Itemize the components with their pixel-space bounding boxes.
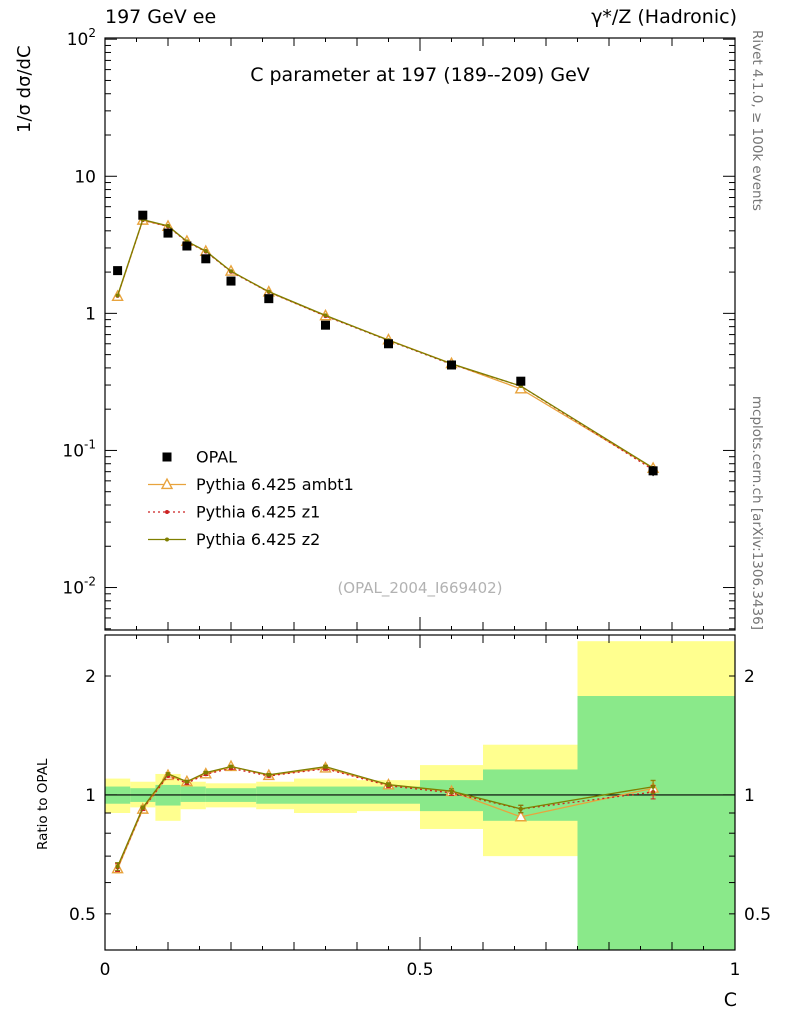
tick-label: 1 (744, 786, 755, 806)
axis-ticks (104, 38, 736, 950)
tick-label: 1 (730, 960, 741, 980)
tick-label: 10-2 (62, 575, 96, 599)
ratio-pythia-6-425-z2 (115, 764, 656, 871)
y-axis-label-ratio: Ratio to OPAL (35, 758, 51, 850)
tick-label: 0.5 (69, 905, 96, 925)
main-series (111, 210, 660, 477)
ratio-uncertainty-bands (105, 641, 735, 950)
chart-layer: 102 10 1 10-1 10-2 2 2 1 1 0.5 0.5 0 0.5 1 OPAL Pythia … (62, 26, 771, 980)
analysis-watermark: (OPAL_2004_I669402) (337, 579, 502, 598)
legend-label: Pythia 6.425 z2 (196, 530, 320, 549)
beam-header: 197 GeV ee (105, 6, 216, 28)
tick-label: 2 (85, 667, 96, 687)
mcplots-attribution: mcplots.cern.ch [arXiv:1306.3436] (749, 396, 765, 630)
legend-label: Pythia 6.425 ambt1 (196, 475, 354, 494)
y-axis-label-main: 1/σ dσ/dC (14, 45, 35, 133)
tick-label: 0 (100, 960, 111, 980)
plot-title: C parameter at 197 (189--209) GeV (250, 64, 590, 86)
tick-label: 0.5 (744, 905, 771, 925)
tick-label: 1 (85, 786, 96, 806)
reference-series-opal (113, 210, 658, 477)
legend: OPAL Pythia 6.425 ambt1 Pythia 6.425 z1 Pyt… (148, 448, 354, 549)
x-axis-label: C (724, 989, 737, 1011)
legend-label: OPAL (196, 448, 237, 467)
axis-tick-labels: 102 10 1 10-1 10-2 2 2 1 1 0.5 0.5 0 0.5 1 (62, 26, 771, 980)
tick-label: 0.5 (406, 960, 433, 980)
tick-label: 102 (67, 26, 96, 50)
tick-label: 10-1 (62, 437, 96, 461)
rivet-version-note: Rivet 4.1.0, ≥ 100k events (749, 30, 765, 211)
tick-label: 2 (744, 667, 755, 687)
legend-label: Pythia 6.425 z1 (196, 503, 320, 522)
ratio-series (111, 759, 660, 874)
process-header: γ*/Z (Hadronic) (591, 6, 737, 28)
tick-label: 1 (85, 304, 96, 324)
tick-label: 10 (74, 167, 96, 187)
